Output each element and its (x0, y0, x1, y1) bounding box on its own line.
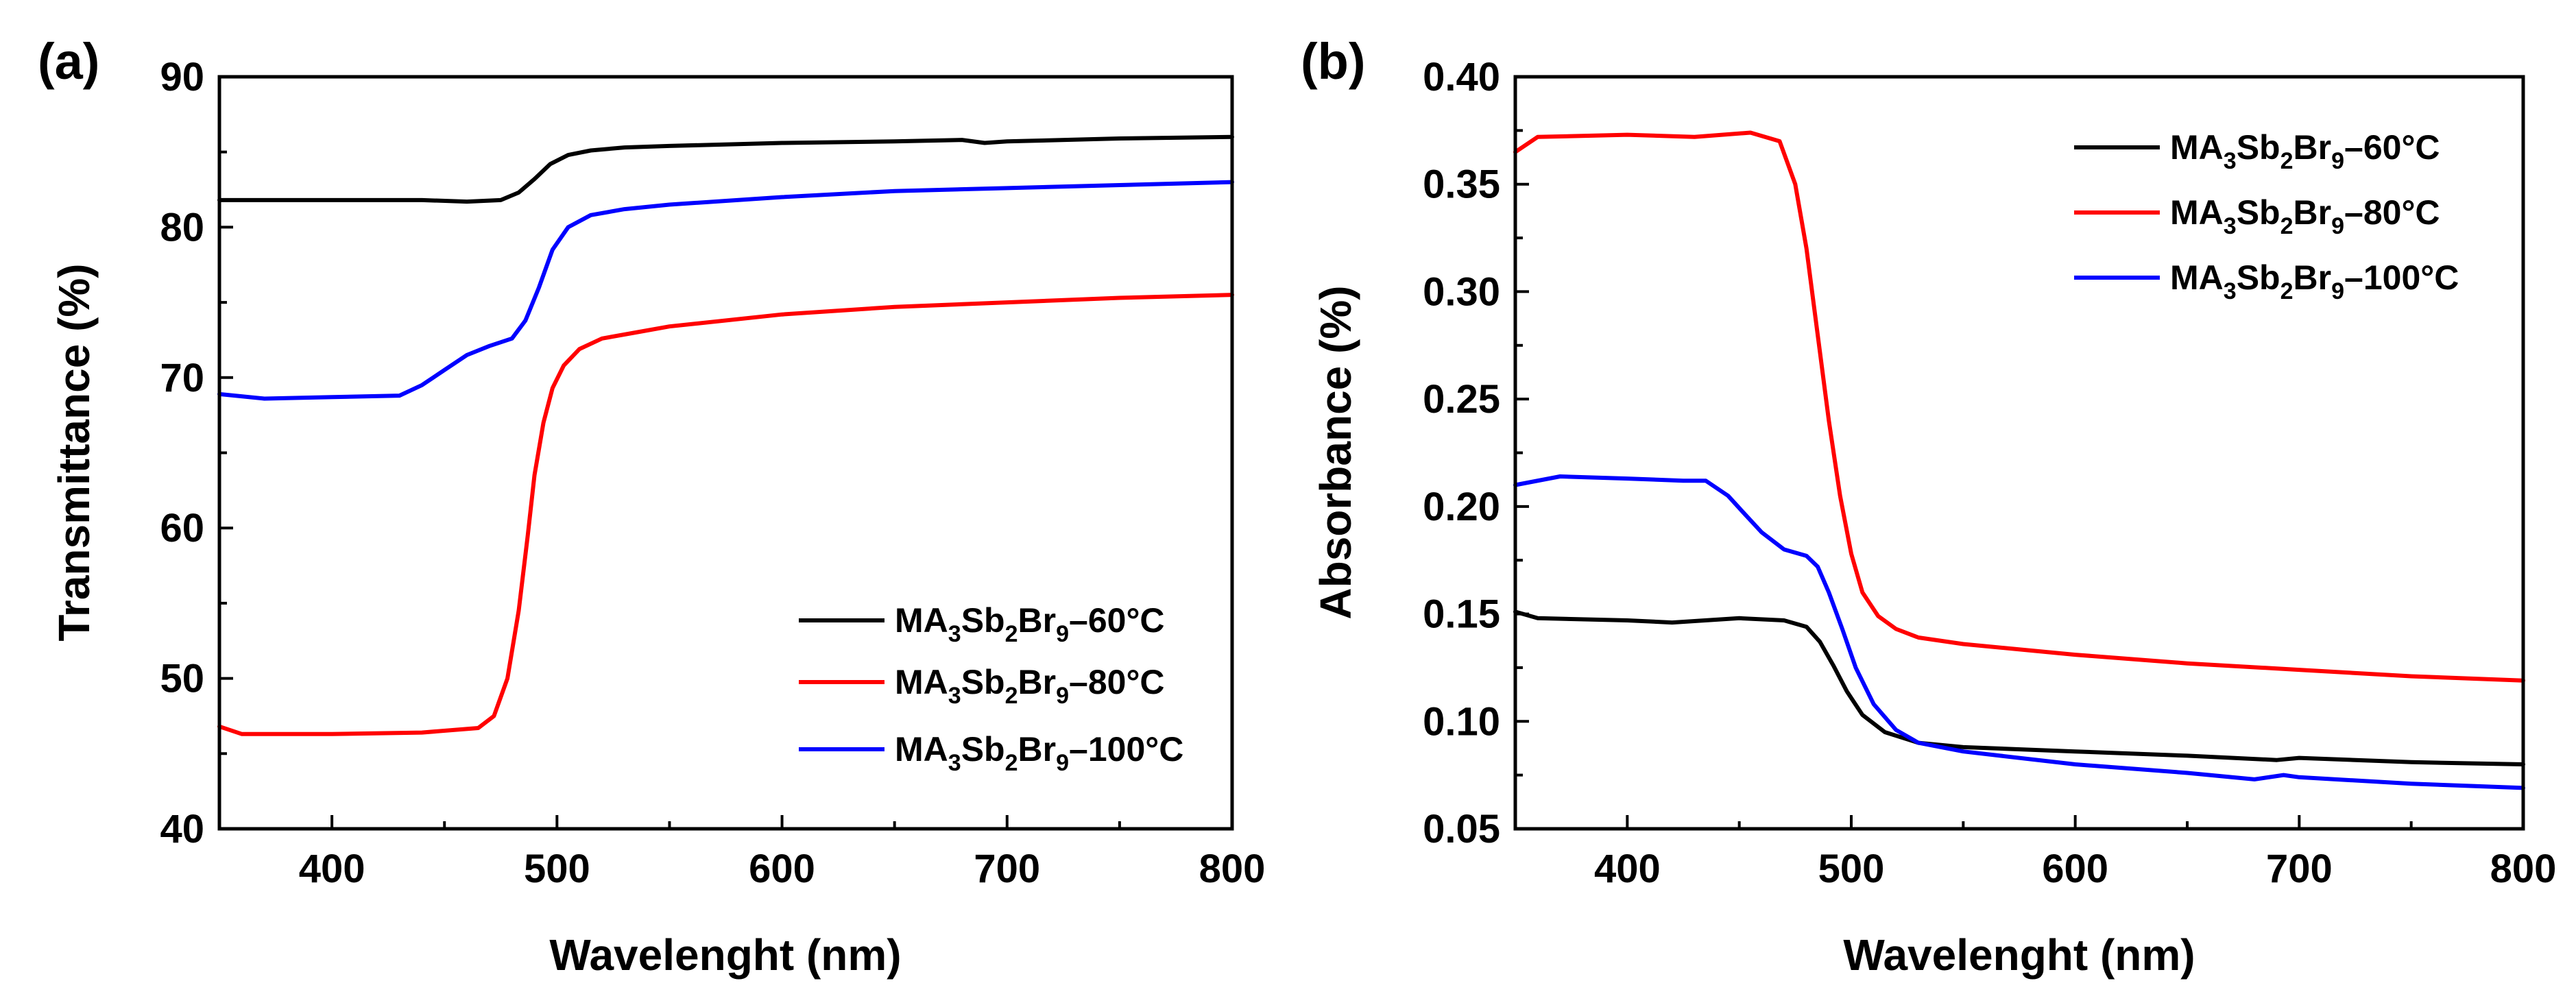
panel-b-ytick-label: 0.20 (1423, 485, 1500, 529)
panel-b-legend-label: MA3Sb2Br9–60°C (2170, 128, 2440, 174)
panel-a-legend-label: MA3Sb2Br9–60°C (895, 601, 1165, 647)
panel-a-plot-frame (217, 75, 1234, 831)
panel-a-xtick-labels: 400 500 600 700 800 (299, 847, 1266, 891)
panel-b-xtick-labels: 400 500 600 700 800 (1594, 847, 2556, 891)
panel-b-xtick-label: 600 (2042, 847, 2108, 891)
panel-a-ticks (218, 75, 1233, 830)
panel-b-series (1513, 130, 2525, 790)
panel-a-legend-entry: MA3Sb2Br9–80°C (799, 663, 1165, 709)
panel-a-legend-label: MA3Sb2Br9–100°C (895, 730, 1183, 776)
panel-b-legend-entry: MA3Sb2Br9–80°C (2074, 193, 2440, 239)
panel-a-legend: MA3Sb2Br9–60°C MA3Sb2Br9–80°C MA3Sb2Br9–… (799, 601, 1183, 776)
panel-a-xtick-label: 700 (974, 847, 1040, 891)
panel-a-legend-entry: MA3Sb2Br9–100°C (799, 730, 1183, 776)
panel-b-ytick-label: 0.25 (1423, 377, 1500, 422)
panel-a-legend-label: MA3Sb2Br9–80°C (895, 663, 1165, 709)
panel-b-ytick-label: 0.10 (1423, 699, 1500, 744)
panel-a-ytick-label: 40 (160, 807, 204, 851)
panel-a-series (217, 134, 1234, 736)
panel-b-ticks (1514, 75, 2525, 830)
panel-b-xtick-label: 500 (1818, 847, 1885, 891)
panel-b-absorbance: (b) 400 500 600 700 800 0.05 0.10 0.15 0… (1301, 33, 2556, 980)
panel-a-ytick-label: 80 (160, 205, 204, 250)
panel-b-xtick-label: 400 (1594, 847, 1661, 891)
panel-a-xtick-label: 400 (299, 847, 365, 891)
panel-b-x-axis-title: Wavelenght (nm) (1843, 930, 2195, 980)
panel-a-legend-entry: MA3Sb2Br9–60°C (799, 601, 1165, 647)
panel-b-xtick-label: 700 (2266, 847, 2333, 891)
panel-a-xtick-label: 600 (749, 847, 815, 891)
panel-b-legend-entry: MA3Sb2Br9–60°C (2074, 128, 2440, 174)
panel-a-series-line (217, 134, 1234, 204)
panel-a-series-line (217, 293, 1234, 736)
panel-a-xtick-label: 800 (1199, 847, 1266, 891)
panel-a-series-line (217, 180, 1234, 401)
panel-b-ytick-label: 0.05 (1423, 807, 1500, 851)
panel-a-xtick-label: 500 (524, 847, 590, 891)
panel-b-xtick-label: 800 (2490, 847, 2557, 891)
panel-b-legend-label: MA3Sb2Br9–80°C (2170, 193, 2440, 239)
panel-b-legend-label: MA3Sb2Br9–100°C (2170, 258, 2459, 304)
panel-a-x-axis-title: Wavelenght (nm) (549, 930, 901, 980)
panel-b-ytick-label: 0.35 (1423, 162, 1500, 207)
panel-b-ytick-label: 0.15 (1423, 592, 1500, 637)
panel-a-transmittance: (a) 400 500 600 700 800 40 50 60 70 80 9… (38, 33, 1265, 980)
panel-a-ytick-label: 70 (160, 356, 204, 400)
panel-b-plot-frame (1513, 75, 2525, 831)
panel-b-ytick-label: 0.40 (1423, 55, 1500, 99)
panel-b-ytick-labels: 0.05 0.10 0.15 0.20 0.25 0.30 0.35 0.40 (1423, 55, 1500, 851)
panel-a-ytick-labels: 40 50 60 70 80 90 (160, 55, 204, 851)
panel-b-ytick-label: 0.30 (1423, 269, 1500, 314)
panel-b-series-line (1513, 609, 2525, 766)
panel-b-label: (b) (1301, 33, 1366, 90)
panel-a-label: (a) (38, 33, 99, 90)
panel-b-series-line (1513, 474, 2525, 790)
panel-a-ytick-label: 60 (160, 506, 204, 550)
panel-b-series-line (1513, 130, 2525, 683)
panel-b-y-axis-title: Absorbance (%) (1311, 285, 1360, 619)
panel-a-ytick-label: 50 (160, 657, 204, 701)
panel-a-y-axis-title: Transmittance (%) (49, 263, 99, 641)
panel-b-legend-entry: MA3Sb2Br9–100°C (2074, 258, 2459, 304)
panel-a-ytick-label: 90 (160, 55, 204, 99)
panel-b-legend: MA3Sb2Br9–60°C MA3Sb2Br9–80°C MA3Sb2Br9–… (2074, 128, 2459, 304)
